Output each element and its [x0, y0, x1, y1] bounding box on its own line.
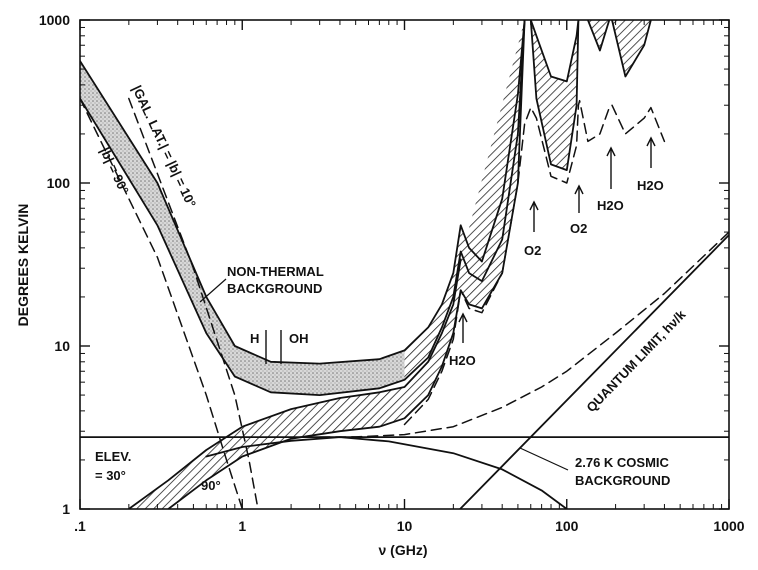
o2-arrow-118ghz-head [574, 184, 584, 195]
y-tick-label: 100 [47, 175, 71, 191]
series-14-solid-curve [205, 436, 568, 509]
cmb-leader [519, 447, 569, 471]
x-tick-label: 1 [238, 518, 246, 534]
series-11-dashed-curve [318, 231, 729, 438]
series-0-solid-curve [80, 20, 526, 365]
h-label: H [250, 331, 259, 346]
series-8-dashed-curve [80, 97, 244, 509]
y-tick-label: 1000 [39, 12, 70, 28]
x-tick-label: 1000 [713, 518, 744, 534]
x-tick-label: 100 [555, 518, 579, 534]
h2o-arrow-325ghz-head [646, 136, 656, 147]
cmb-label-2: BACKGROUND [575, 473, 670, 488]
h2o-absorption-band [404, 20, 525, 380]
elev-90-label: 90° [201, 478, 221, 493]
series-7-solid-curve [611, 20, 652, 78]
nonthermal-leader [199, 278, 227, 303]
y-axis: 1 10 100 1000 [39, 12, 729, 517]
cmb-label: 2.76 K COSMIC [575, 455, 670, 470]
h2o-label-22ghz: H2O [449, 353, 476, 368]
x-axis: .1 1 10 100 1000 [74, 20, 745, 534]
nonthermal-label: NON-THERMAL [227, 264, 324, 279]
nonthermal-label-2: BACKGROUND [227, 281, 322, 296]
series-6-solid-curve [587, 20, 611, 52]
y-tick-label: 10 [54, 338, 70, 354]
x-tick-label: 10 [397, 518, 413, 534]
shaded-bands [80, 20, 651, 509]
series-5-solid-curve [529, 20, 580, 83]
o2-absorption-band [530, 20, 579, 171]
x-axis-label: ν (GHz) [379, 542, 428, 558]
series-12-solid-curve [459, 234, 729, 509]
h2o-label-325ghz: H2O [637, 178, 664, 193]
o2-arrow-60ghz-head [529, 200, 539, 211]
series-4-solid-curve [529, 20, 580, 172]
h2o-o2-peak-band [587, 20, 610, 51]
x-tick-label: .1 [74, 518, 86, 534]
y-tick-label: 1 [62, 501, 70, 517]
o2-label-60ghz: O2 [524, 243, 541, 258]
series-9-dashed-curve [128, 97, 259, 509]
h2o-arrow-183ghz-head [606, 146, 616, 157]
series-1-solid-curve [80, 20, 526, 397]
atmospheric-emission-band [128, 20, 525, 509]
elev-label: ELEV. [95, 449, 131, 464]
h2o-arrow-22ghz-head [458, 312, 468, 323]
series-10-dashed-curve [403, 99, 666, 426]
series-2-solid-curve [127, 258, 462, 509]
series-3-solid-curve [167, 20, 526, 509]
y-axis-label: DEGREES KELVIN [15, 204, 31, 327]
h2o-o2-peak-band [612, 20, 651, 77]
oh-label: OH [289, 331, 309, 346]
elev-label-2: = 30° [95, 468, 126, 483]
quantum-limit-label: QUANTUM LIMIT, hν/k [583, 306, 689, 415]
h2o-label-183ghz: H2O [597, 198, 624, 213]
curves [80, 20, 729, 509]
o2-label-118ghz: O2 [570, 221, 587, 236]
